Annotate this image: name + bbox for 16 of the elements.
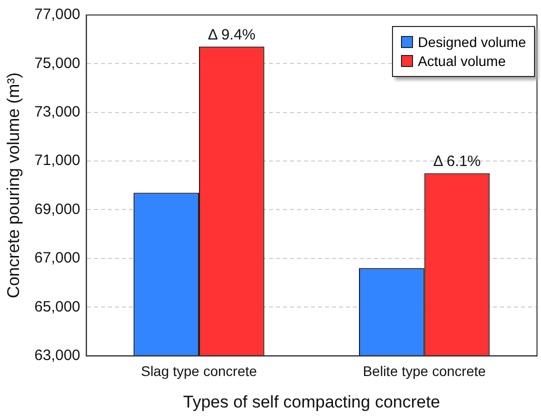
annotation: Δ 6.1%	[433, 152, 481, 170]
y-tick-label: 73,000	[34, 104, 80, 121]
y-tick-label: 65,000	[34, 298, 80, 316]
x-tick-label: Slag type concrete	[140, 363, 258, 380]
y-tick-label: 67,000	[34, 250, 80, 267]
y-tick-label: 71,000	[34, 152, 80, 170]
x-axis-title: Types of self compacting concrete	[183, 392, 440, 412]
y-tick-label: 75,000	[34, 54, 80, 72]
y-tick-label: 63,000	[34, 346, 80, 364]
y-tick-label: 69,000	[34, 200, 80, 218]
y-tick-label: 77,000	[34, 6, 80, 24]
annotation: Δ 9.4%	[208, 26, 256, 44]
y-axis-title: Concrete pouring volume (m³)	[4, 72, 23, 298]
x-tick-label: Belite type concrete	[362, 363, 486, 380]
legend-label: Designed volume	[416, 34, 526, 50]
legend-label: Actual volume	[416, 53, 507, 69]
